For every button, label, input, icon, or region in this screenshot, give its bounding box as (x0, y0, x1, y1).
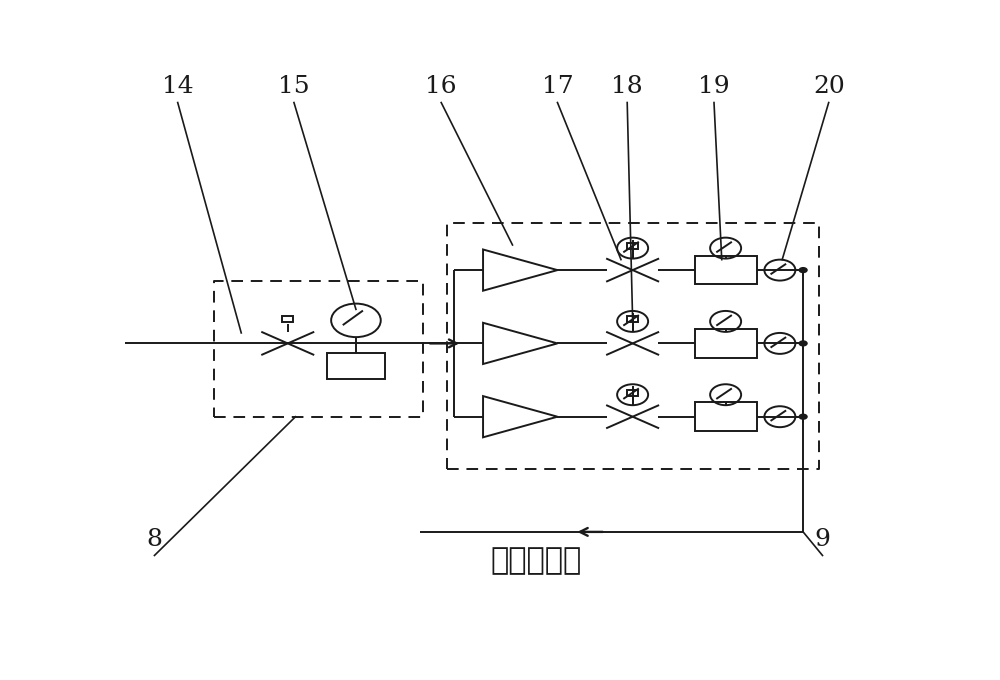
Circle shape (798, 340, 808, 347)
Text: 19: 19 (698, 75, 730, 99)
Text: 18: 18 (611, 75, 643, 99)
Bar (627, 390, 638, 396)
Text: 8: 8 (147, 528, 162, 551)
Circle shape (798, 413, 808, 420)
Bar (282, 316, 293, 322)
Bar (695, 329, 757, 358)
Text: 20: 20 (813, 75, 845, 99)
Bar (627, 243, 638, 249)
Text: 9: 9 (815, 528, 830, 551)
Circle shape (798, 267, 808, 273)
Bar (327, 353, 385, 379)
Text: 接循环水池: 接循环水池 (490, 546, 581, 575)
Text: 15: 15 (278, 75, 310, 99)
Text: 16: 16 (425, 75, 457, 99)
Text: 17: 17 (542, 75, 573, 99)
Bar (695, 403, 757, 431)
Text: 14: 14 (162, 75, 194, 99)
Bar (627, 316, 638, 322)
Bar (695, 256, 757, 284)
